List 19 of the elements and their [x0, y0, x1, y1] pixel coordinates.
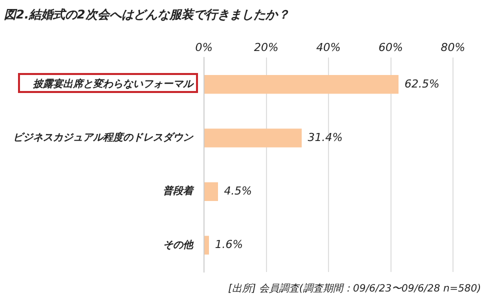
x-tick-label: 80%: [440, 40, 466, 54]
bar: [204, 75, 399, 94]
data-label: 1.6%: [214, 238, 243, 252]
data-label: 4.5%: [224, 184, 252, 198]
x-tick-label: 60%: [378, 40, 403, 54]
bar: [204, 236, 209, 255]
bar: [204, 128, 302, 148]
y-tick-label: その他: [163, 238, 194, 251]
data-label: 31.4%: [308, 130, 343, 144]
x-tick-label: 20%: [254, 40, 278, 54]
x-tick-label: 40%: [316, 40, 341, 54]
y-tick-label: 披露宴出席と変わらないフォーマル: [32, 78, 195, 90]
chart-title: 図2.結婚式の2次会へはどんな服装で行きましたか？: [4, 7, 290, 22]
text: [出所] 会員調査(調査期間：09/6/23〜09/6/28 n=580): [228, 282, 481, 295]
y-tick-label: ビジネスカジュアル程度のドレスダウン: [13, 132, 194, 144]
x-tick-label: 0%: [195, 40, 213, 54]
data-label: 62.5%: [404, 77, 440, 90]
bar: [204, 182, 218, 201]
y-tick-label: 普段着: [163, 185, 195, 198]
